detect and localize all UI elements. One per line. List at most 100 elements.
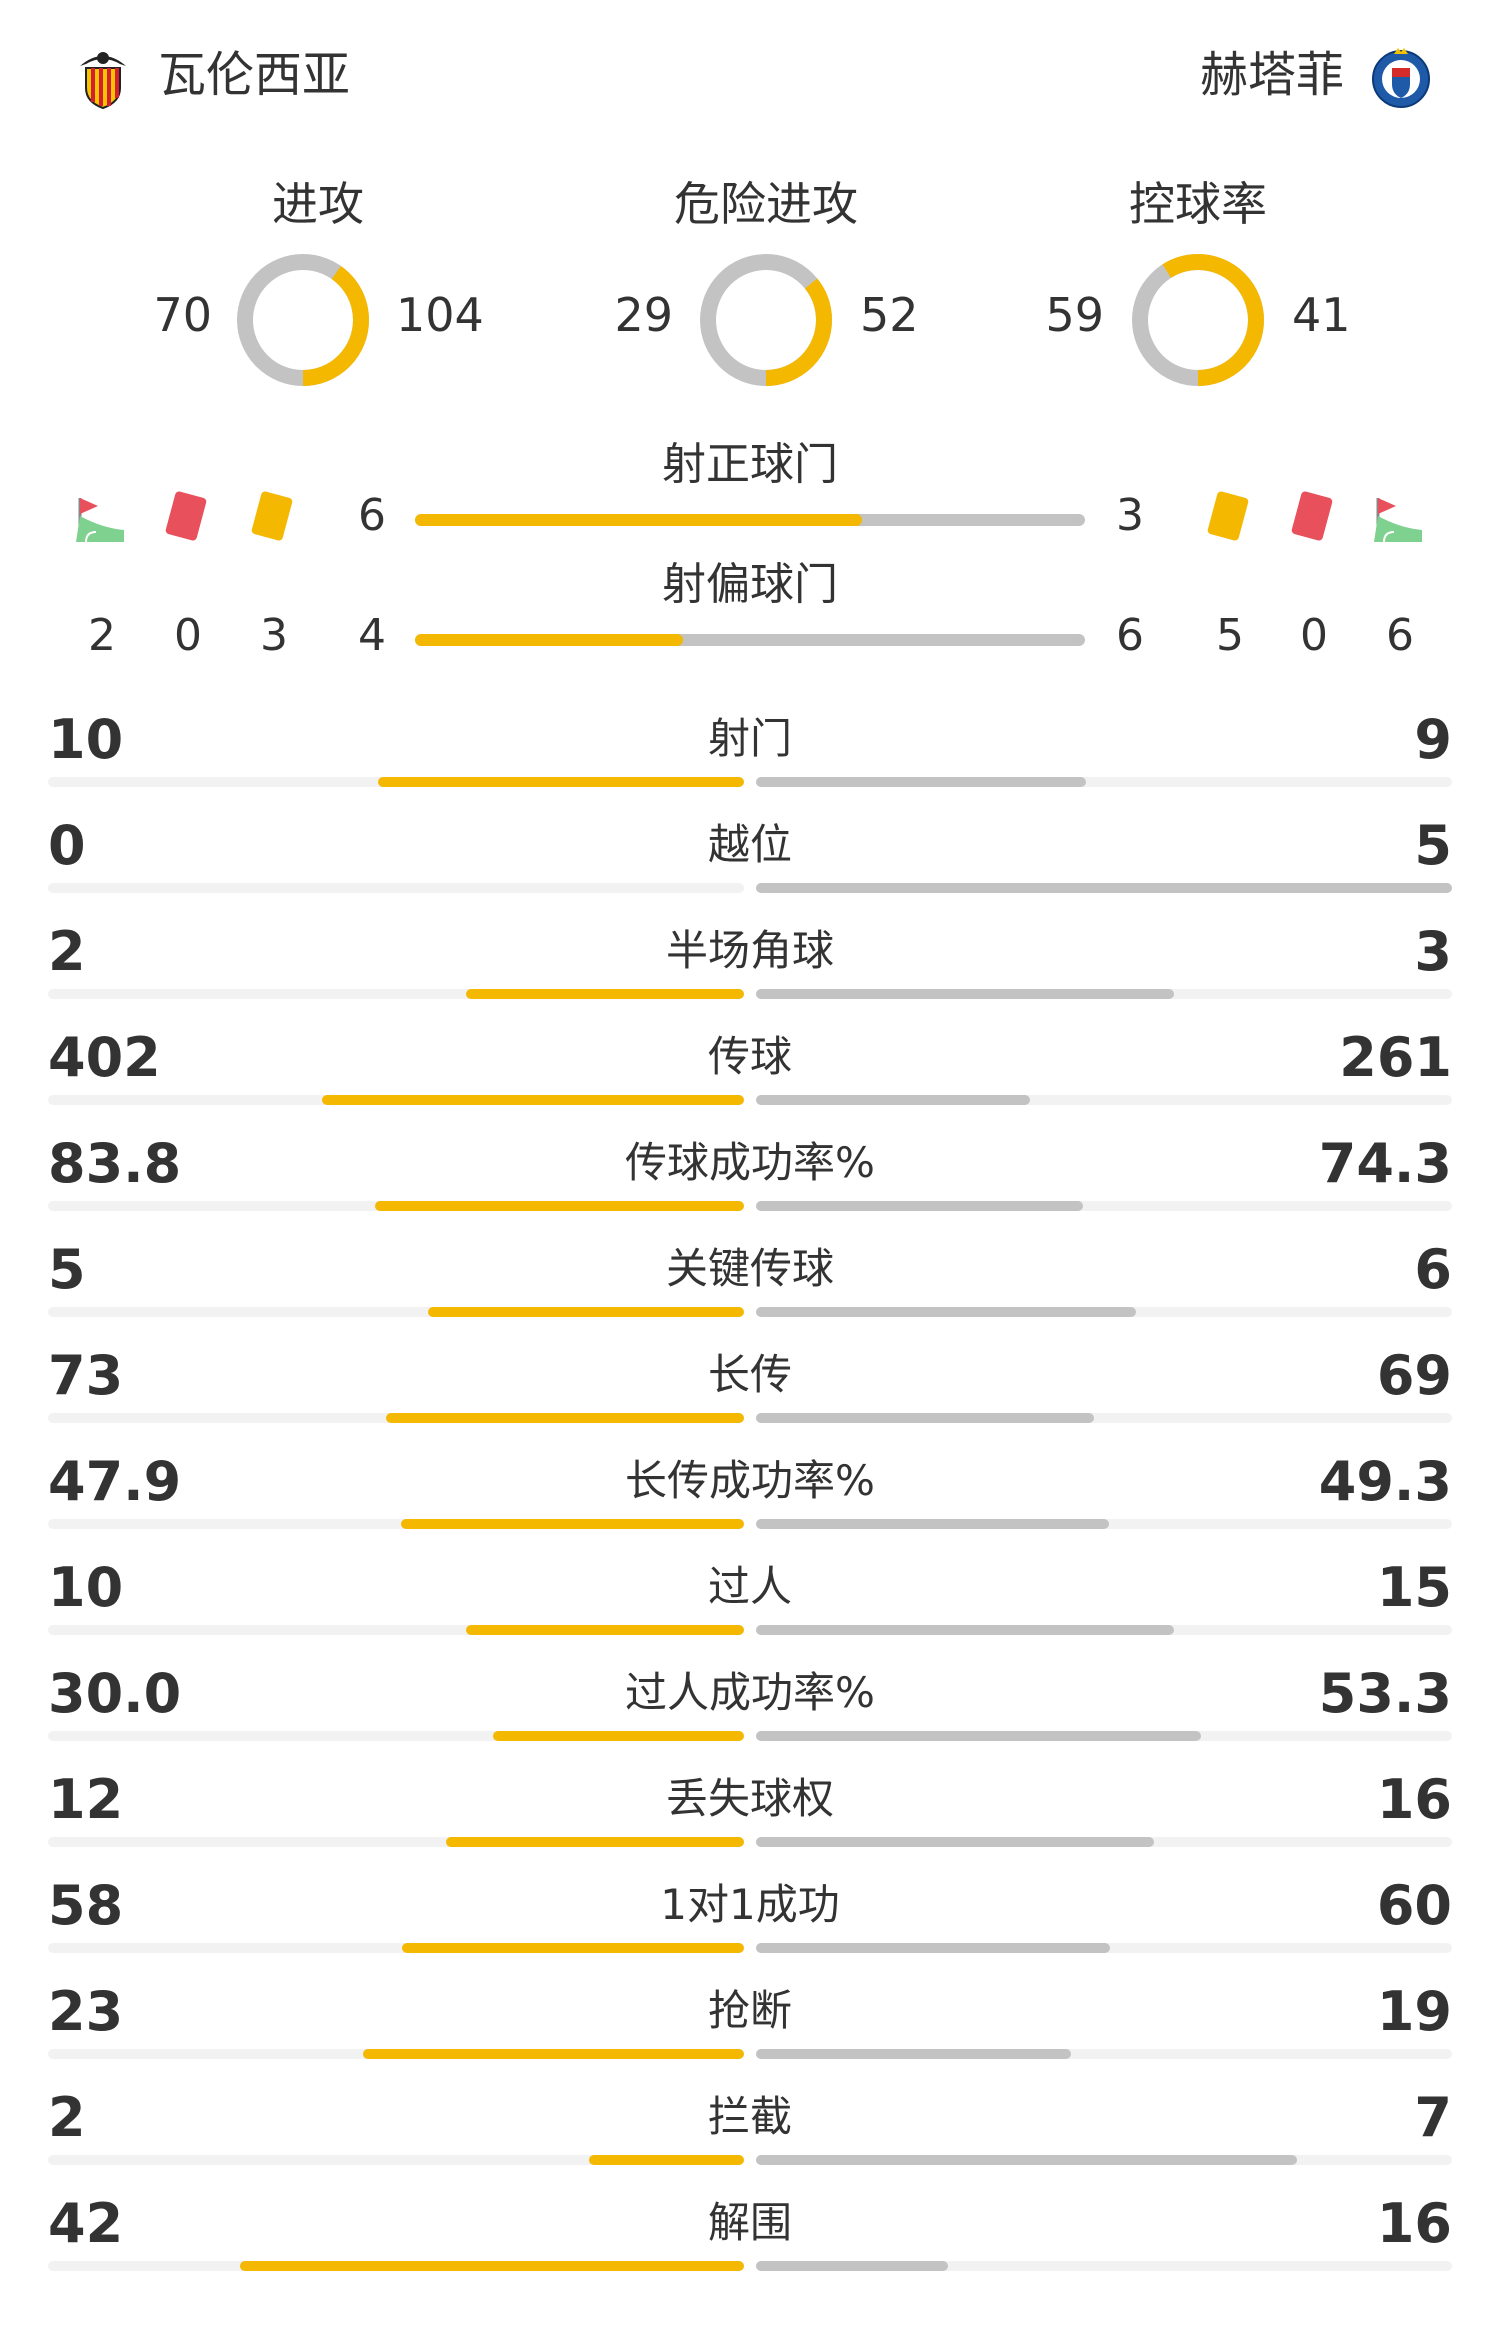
stat-home-track xyxy=(48,883,744,893)
stat-home-track xyxy=(48,1413,744,1423)
stat-away-bar xyxy=(756,1095,1030,1105)
stat-home-bar xyxy=(375,1201,744,1211)
stat-away-track xyxy=(756,2049,1452,2059)
stat-away-track xyxy=(756,1837,1452,1847)
stat-home-bar xyxy=(401,1519,744,1529)
stat-away-value: 16 xyxy=(1376,1768,1452,1831)
stat-row: 73 长传 69 xyxy=(0,1341,1500,1447)
stat-home-value: 12 xyxy=(48,1768,124,1831)
stat-home-track xyxy=(48,1943,744,1953)
stat-home-track xyxy=(48,2049,744,2059)
shots-on-target-home: 6 xyxy=(358,490,386,541)
stat-home-value: 10 xyxy=(48,1556,124,1619)
stat-away-bar xyxy=(756,777,1086,787)
home-yellow-cards-count: 3 xyxy=(260,610,288,661)
stat-home-track xyxy=(48,1731,744,1741)
stat-row: 12 丢失球权 16 xyxy=(0,1765,1500,1871)
stat-home-bar xyxy=(589,2155,744,2165)
stat-home-bar xyxy=(377,777,744,787)
stat-label: 1对1成功 xyxy=(660,1880,840,1929)
stat-away-value: 5 xyxy=(1414,814,1452,877)
stat-label: 半场角球 xyxy=(665,926,834,975)
stat-row: 0 越位 5 xyxy=(0,811,1500,917)
shots-off-target-title: 射偏球门 xyxy=(662,559,838,610)
stat-home-value: 30.0 xyxy=(48,1662,182,1725)
red-card-icon xyxy=(1291,491,1333,541)
valencia-bat-crest-icon xyxy=(80,52,126,110)
stat-away-value: 15 xyxy=(1376,1556,1452,1619)
stat-row: 2 半场角球 3 xyxy=(0,917,1500,1023)
stat-away-bar xyxy=(756,1413,1095,1423)
stat-home-value: 73 xyxy=(48,1344,124,1407)
stat-row: 402 传球 261 xyxy=(0,1023,1500,1129)
stat-home-bar xyxy=(322,1095,744,1105)
stat-label: 丢失球权 xyxy=(665,1774,834,1823)
stat-home-track xyxy=(48,1201,744,1211)
stat-home-value: 402 xyxy=(48,1026,161,1089)
stat-home-bar xyxy=(465,989,744,999)
stat-home-track xyxy=(48,1095,744,1105)
stat-home-track xyxy=(48,777,744,787)
donut-title-possession: 控球率 xyxy=(1129,177,1267,231)
shots-on-target-away: 3 xyxy=(1116,490,1144,541)
stat-away-bar xyxy=(756,1943,1110,1953)
red-card-icon xyxy=(165,491,207,541)
stat-home-value: 58 xyxy=(48,1874,124,1937)
stat-home-bar xyxy=(465,1625,744,1635)
stat-away-track xyxy=(756,1307,1452,1317)
stat-away-value: 53.3 xyxy=(1318,1662,1452,1725)
donut-title-dangerous-attack: 危险进攻 xyxy=(674,177,858,231)
stat-home-track xyxy=(48,2155,744,2165)
stat-away-value: 3 xyxy=(1414,920,1452,983)
stat-home-value: 2 xyxy=(48,920,86,983)
stat-away-track xyxy=(756,1625,1452,1635)
stat-home-bar xyxy=(445,1837,744,1847)
stat-away-bar xyxy=(756,1625,1174,1635)
stat-away-track xyxy=(756,1943,1452,1953)
away-corners-count: 6 xyxy=(1386,610,1414,661)
stat-home-value: 5 xyxy=(48,1238,86,1301)
stat-away-bar xyxy=(756,1519,1109,1529)
stat-row: 83.8 传球成功率% 74.3 xyxy=(0,1129,1500,1235)
donut-home-dangerous-attack: 29 xyxy=(614,288,673,342)
stat-away-bar xyxy=(756,883,1452,893)
stat-away-track xyxy=(756,1095,1452,1105)
stat-away-value: 261 xyxy=(1339,1026,1452,1089)
stat-home-value: 2 xyxy=(48,2086,86,2149)
shots-on-target-title: 射正球门 xyxy=(662,439,838,490)
stat-row: 10 射门 9 xyxy=(0,705,1500,811)
stat-away-bar xyxy=(756,1201,1084,1211)
stat-home-track xyxy=(48,989,744,999)
stat-home-track xyxy=(48,2261,744,2271)
stat-away-value: 9 xyxy=(1414,708,1452,771)
donut-title-attack: 进攻 xyxy=(272,177,364,231)
stat-label: 拦截 xyxy=(707,2092,792,2141)
shots-off-target-home-fill xyxy=(415,634,683,646)
stat-home-bar xyxy=(386,1413,744,1423)
stat-row: 10 过人 15 xyxy=(0,1553,1500,1659)
stat-label: 射门 xyxy=(707,714,792,763)
stat-label: 传球 xyxy=(707,1032,792,1081)
stat-away-track xyxy=(756,777,1452,787)
stat-away-bar xyxy=(756,1837,1154,1847)
stat-label: 长传成功率% xyxy=(625,1456,875,1505)
shots-off-target-away: 6 xyxy=(1116,610,1144,661)
stat-away-value: 19 xyxy=(1376,1980,1452,2043)
stat-away-bar xyxy=(756,2261,948,2271)
shots-off-target-home: 4 xyxy=(358,610,386,661)
stat-away-track xyxy=(756,883,1452,893)
stat-row: 2 拦截 7 xyxy=(0,2083,1500,2189)
shots-on-target-home-fill xyxy=(415,514,862,526)
stat-label: 长传 xyxy=(707,1350,792,1399)
donut-chart-attack xyxy=(237,254,369,386)
stat-home-bar xyxy=(401,1943,744,1953)
stat-home-bar xyxy=(427,1307,744,1317)
stat-away-value: 60 xyxy=(1376,1874,1452,1937)
donut-away-dangerous-attack: 52 xyxy=(860,288,919,342)
stat-away-track xyxy=(756,1731,1452,1741)
stat-label: 关键传球 xyxy=(665,1244,834,1293)
stat-label: 抢断 xyxy=(707,1986,792,2035)
stat-away-track xyxy=(756,2155,1452,2165)
stat-away-bar xyxy=(756,1307,1136,1317)
stat-home-track xyxy=(48,1837,744,1847)
